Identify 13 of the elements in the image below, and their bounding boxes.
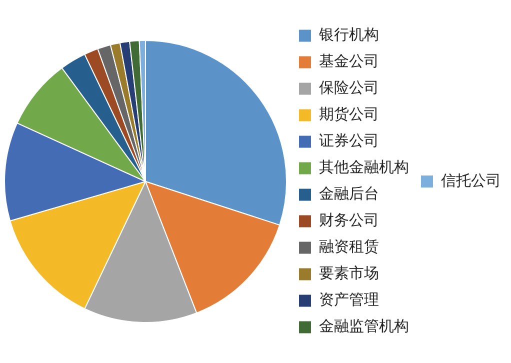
legend-label: 要素市场	[319, 264, 379, 282]
legend-label: 证券公司	[319, 132, 379, 150]
legend-label: 基金公司	[319, 52, 379, 70]
legend-label: 期货公司	[319, 105, 379, 124]
legend-label: 财务公司	[319, 211, 379, 230]
legend-label: 融资租赁	[319, 238, 379, 256]
legend-label: 银行机构	[318, 26, 379, 44]
legend-label: 保险公司	[319, 78, 379, 97]
legend-label: 资产管理	[319, 290, 379, 309]
legend-label: 信托公司	[441, 171, 501, 190]
legend-label: 其他金融机构	[319, 158, 409, 176]
legend-label: 金融监管机构	[319, 317, 409, 336]
legend-label: 金融后台	[319, 184, 379, 203]
